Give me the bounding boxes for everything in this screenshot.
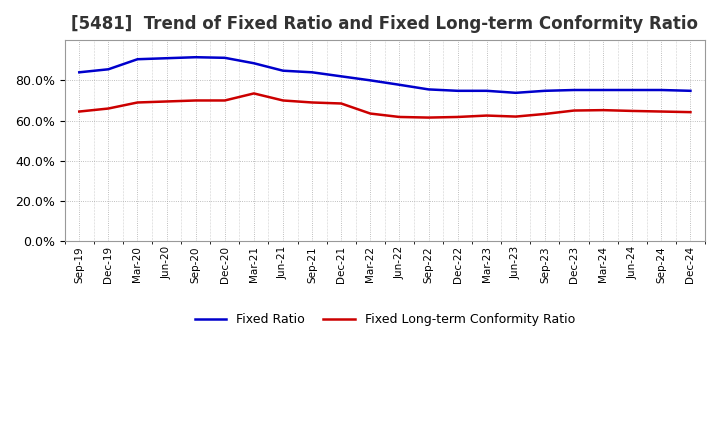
Title: [5481]  Trend of Fixed Ratio and Fixed Long-term Conformity Ratio: [5481] Trend of Fixed Ratio and Fixed Lo… xyxy=(71,15,698,33)
Line: Fixed Long-term Conformity Ratio: Fixed Long-term Conformity Ratio xyxy=(79,93,690,117)
Fixed Ratio xyxy=(307,70,316,75)
Fixed Ratio xyxy=(337,73,346,79)
Fixed Long-term Conformity Ratio xyxy=(192,98,200,103)
Fixed Ratio xyxy=(220,55,229,60)
Fixed Ratio xyxy=(250,61,258,66)
Fixed Long-term Conformity Ratio xyxy=(162,99,171,104)
Fixed Ratio xyxy=(482,88,491,93)
Fixed Ratio xyxy=(104,66,113,72)
Fixed Long-term Conformity Ratio xyxy=(395,114,404,120)
Fixed Long-term Conformity Ratio xyxy=(75,109,84,114)
Fixed Long-term Conformity Ratio xyxy=(454,114,462,120)
Fixed Ratio xyxy=(454,88,462,93)
Fixed Long-term Conformity Ratio xyxy=(366,111,374,116)
Fixed Ratio xyxy=(395,82,404,88)
Legend: Fixed Ratio, Fixed Long-term Conformity Ratio: Fixed Ratio, Fixed Long-term Conformity … xyxy=(190,308,580,331)
Fixed Long-term Conformity Ratio xyxy=(686,110,695,115)
Fixed Long-term Conformity Ratio xyxy=(279,98,287,103)
Fixed Ratio xyxy=(628,88,636,93)
Fixed Ratio xyxy=(424,87,433,92)
Fixed Ratio xyxy=(511,90,520,95)
Fixed Long-term Conformity Ratio xyxy=(482,113,491,118)
Fixed Ratio xyxy=(657,88,666,93)
Fixed Long-term Conformity Ratio xyxy=(250,91,258,96)
Fixed Long-term Conformity Ratio xyxy=(307,100,316,105)
Fixed Ratio xyxy=(162,55,171,61)
Fixed Long-term Conformity Ratio xyxy=(337,101,346,106)
Fixed Long-term Conformity Ratio xyxy=(424,115,433,120)
Fixed Ratio xyxy=(541,88,549,93)
Fixed Ratio xyxy=(366,78,374,83)
Fixed Ratio xyxy=(279,68,287,73)
Fixed Long-term Conformity Ratio xyxy=(133,100,142,105)
Fixed Long-term Conformity Ratio xyxy=(220,98,229,103)
Fixed Long-term Conformity Ratio xyxy=(599,107,608,113)
Fixed Long-term Conformity Ratio xyxy=(541,111,549,117)
Fixed Ratio xyxy=(570,88,578,93)
Fixed Ratio xyxy=(686,88,695,93)
Fixed Long-term Conformity Ratio xyxy=(657,109,666,114)
Fixed Ratio xyxy=(133,57,142,62)
Fixed Long-term Conformity Ratio xyxy=(511,114,520,119)
Fixed Long-term Conformity Ratio xyxy=(570,108,578,113)
Line: Fixed Ratio: Fixed Ratio xyxy=(79,57,690,93)
Fixed Ratio xyxy=(599,88,608,93)
Fixed Long-term Conformity Ratio xyxy=(628,108,636,114)
Fixed Ratio xyxy=(75,70,84,75)
Fixed Ratio xyxy=(192,55,200,60)
Fixed Long-term Conformity Ratio xyxy=(104,106,113,111)
